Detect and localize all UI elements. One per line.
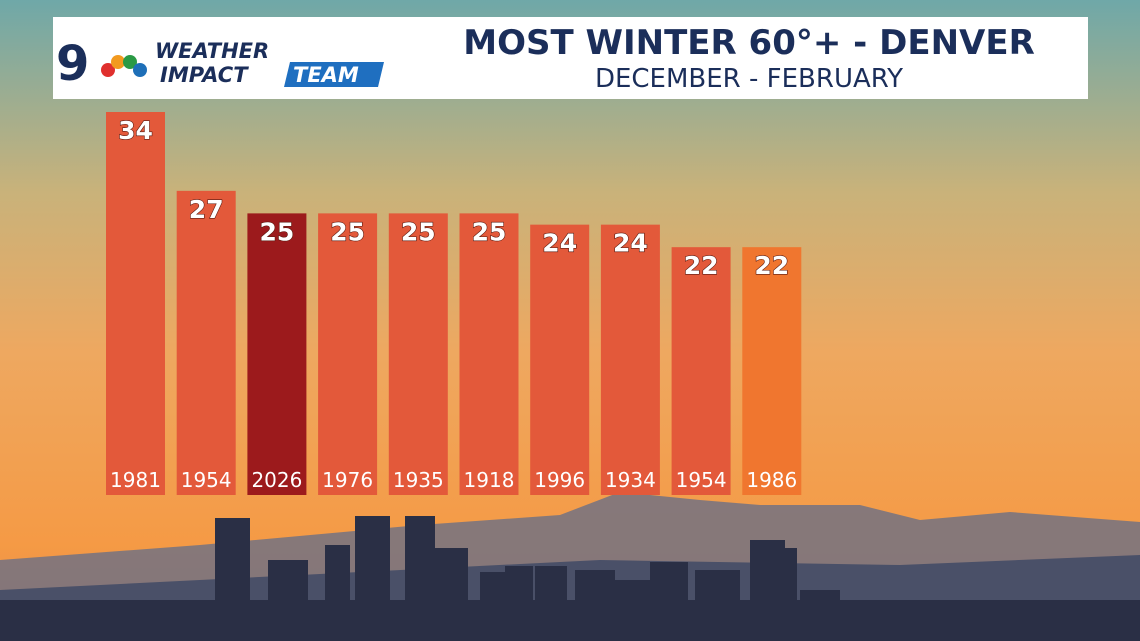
bar — [318, 213, 378, 495]
value-label: 24 — [542, 229, 577, 258]
value-label: 25 — [260, 217, 295, 246]
x-tick-label: 1934 — [605, 468, 656, 492]
logo-team-box — [284, 62, 384, 87]
bar — [600, 224, 660, 495]
bar — [671, 247, 731, 495]
x-tick-label: 1935 — [393, 468, 444, 492]
bar — [247, 213, 307, 495]
value-label: 27 — [189, 195, 224, 224]
bar — [106, 112, 165, 495]
logo-line2: IMPACT — [160, 63, 249, 87]
header-box — [53, 17, 1088, 99]
x-tick-label: 1954 — [676, 468, 727, 492]
bar — [459, 213, 519, 495]
logo-peacock — [101, 55, 147, 77]
value-label: 22 — [684, 251, 719, 280]
x-tick-label: 1976 — [322, 468, 373, 492]
x-tick-label: 1986 — [746, 468, 797, 492]
value-label: 25 — [472, 217, 507, 246]
bar — [742, 247, 802, 495]
chart-subtitle: DECEMBER - FEBRUARY — [595, 64, 903, 94]
x-tick-label: 1996 — [534, 468, 585, 492]
bar — [530, 224, 590, 495]
bar — [176, 190, 236, 495]
x-tick-label: 1918 — [464, 468, 515, 492]
value-label: 25 — [401, 217, 436, 246]
logo-line1: WEATHER — [155, 39, 269, 63]
value-label: 22 — [754, 251, 789, 280]
chart-title: MOST WINTER 60°+ - DENVER — [463, 23, 1035, 63]
value-label: 34 — [118, 116, 153, 145]
x-tick-label: 1954 — [181, 468, 232, 492]
bar — [388, 213, 448, 495]
skyline — [0, 516, 1140, 641]
logo-line3: TEAM — [293, 63, 359, 87]
logo-number: 9 — [56, 36, 89, 92]
value-label: 24 — [613, 229, 648, 258]
value-label: 25 — [330, 217, 365, 246]
x-tick-label: 2026 — [251, 468, 302, 492]
x-tick-label: 1981 — [110, 468, 161, 492]
